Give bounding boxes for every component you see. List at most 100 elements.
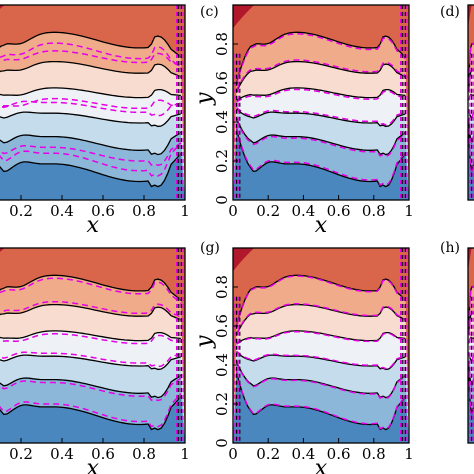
x-tick-label: 0.2 <box>9 445 33 463</box>
plot-frame <box>0 4 186 201</box>
panel-f: 0.2 0.4 0.6 0.8 1 x <box>0 247 190 474</box>
contour-dashed-1 <box>0 142 182 177</box>
plot-area-g <box>233 248 409 443</box>
plot-area-h <box>468 248 474 443</box>
contour-dashed-6 <box>468 41 474 84</box>
y-tick-label: 0.6 <box>213 71 231 95</box>
contour-dashed-6 <box>468 284 474 327</box>
y-tick-label: 0 <box>213 438 231 448</box>
plot-area-d <box>468 5 474 200</box>
y-tick-label: 0 <box>213 195 231 205</box>
hot-corner <box>468 248 472 272</box>
plot-frame <box>467 4 474 201</box>
band-level-1 <box>233 128 409 200</box>
band-level-1 <box>0 153 185 200</box>
contour-solid-4 <box>468 93 474 101</box>
x-tick-label: 0 <box>228 445 238 463</box>
contour-dashed-5 <box>235 59 406 91</box>
y-tick-label: 0.8 <box>213 275 231 299</box>
panel-label-c: (c) <box>200 4 219 20</box>
x-tick-label: 0.6 <box>91 202 115 220</box>
contour-solid-5 <box>235 303 406 336</box>
contour-solid-2 <box>235 117 406 156</box>
y-tick-label: 0.8 <box>213 32 231 56</box>
panel-label-c-text: (c) <box>200 4 219 20</box>
x-tick-label: 0.4 <box>291 445 315 463</box>
x-tick-label: 1 <box>180 445 190 463</box>
y-axis-label: y <box>192 92 217 106</box>
panel-c: 0 0.2 0.4 0.6 0.8 1 0 0.2 0.4 0.6 0.8 x y <box>192 4 414 238</box>
x-tick-label: 0.2 <box>256 202 280 220</box>
contour-dashed-2 <box>468 361 474 388</box>
x-axis-label: x <box>315 213 328 238</box>
contour-dashed-3 <box>0 351 182 368</box>
contour-solid-5 <box>0 60 182 78</box>
panel-label-g-text: (g) <box>200 240 220 256</box>
contour-solid-3 <box>236 108 406 128</box>
contour-dashed-1 <box>235 126 407 187</box>
x-tick-label: 0.6 <box>91 445 115 463</box>
x-tick-label: 0 <box>228 202 238 220</box>
contour-dashed-6 <box>235 33 407 86</box>
panel-label-d: (d) <box>440 4 460 20</box>
x-tick-label: 0.4 <box>291 202 315 220</box>
y-tick-label: 0.6 <box>213 314 231 338</box>
x-axis-label: x <box>315 456 328 474</box>
contour-dashed-2 <box>235 119 406 158</box>
contour-solid-2 <box>0 374 182 399</box>
contour-solid-4 <box>236 87 406 101</box>
x-tick-label: 0.2 <box>9 202 33 220</box>
contour-dashed-3 <box>236 106 406 126</box>
x-tick-label: 0.6 <box>327 445 351 463</box>
contour-dashed-2 <box>468 118 474 145</box>
contour-dashed-5 <box>0 300 182 318</box>
hot-corner <box>233 5 255 29</box>
contour-solid-3 <box>0 111 182 128</box>
contour-solid-5 <box>235 60 406 93</box>
hot-corner <box>468 5 472 29</box>
plot-frame <box>232 4 410 201</box>
contour-solid-1 <box>235 128 407 188</box>
panel-label-g: (g) <box>200 240 220 256</box>
panel-h <box>467 247 474 444</box>
y-tick-label: 0.2 <box>213 392 231 416</box>
contour-dashed-4 <box>0 333 181 345</box>
contour-solid-4 <box>0 87 181 99</box>
contour-dashed-5 <box>235 303 406 335</box>
contour-solid-4 <box>0 330 181 342</box>
x-tick-label: 1 <box>404 202 414 220</box>
contour-dashed-3 <box>0 100 182 117</box>
panel-label-h: (h) <box>440 240 460 256</box>
panel-d <box>467 4 474 201</box>
plot-frame <box>0 247 186 444</box>
contour-dashed-2 <box>235 361 406 400</box>
hot-corner <box>0 5 5 9</box>
panel-g: 0 0.2 0.4 0.6 0.8 1 0 0.2 0.4 0.6 0.8 x y <box>192 247 414 474</box>
contour-dashed-4 <box>0 97 181 110</box>
x-tick-label: 0.4 <box>50 202 74 220</box>
y-tick-label: 0.2 <box>213 149 231 173</box>
x-tick-label: 0.6 <box>327 202 351 220</box>
contour-dashed-6 <box>0 277 182 304</box>
x-tick-label: 1 <box>180 202 190 220</box>
y-tick-label: 0.4 <box>213 110 231 134</box>
contour-dashed-1 <box>235 370 407 430</box>
contour-solid-6 <box>0 274 182 301</box>
x-tick-label: 0.8 <box>132 445 156 463</box>
contour-solid-4 <box>468 336 474 344</box>
hot-corner <box>233 248 255 272</box>
plot-frame <box>467 247 474 444</box>
x-tick-label: 1 <box>404 445 414 463</box>
x-axis-label: x <box>87 213 100 238</box>
plot-area-b <box>0 5 185 200</box>
y-tick-label: 0.4 <box>213 353 231 377</box>
contour-dashed-1 <box>468 128 474 174</box>
panel-label-h-text: (h) <box>440 240 460 256</box>
x-tick-label: 0.4 <box>50 445 74 463</box>
contour-dashed-2 <box>0 377 182 402</box>
plot-frame <box>232 247 410 444</box>
contour-solid-6 <box>235 31 406 84</box>
band-level-1 <box>0 396 185 443</box>
panels-layer: 0.2 0.4 0.6 0.8 1 x 0 0.2 0.4 0.6 0.8 1 0 0.2 0.4 0.6 0.… <box>0 4 474 474</box>
